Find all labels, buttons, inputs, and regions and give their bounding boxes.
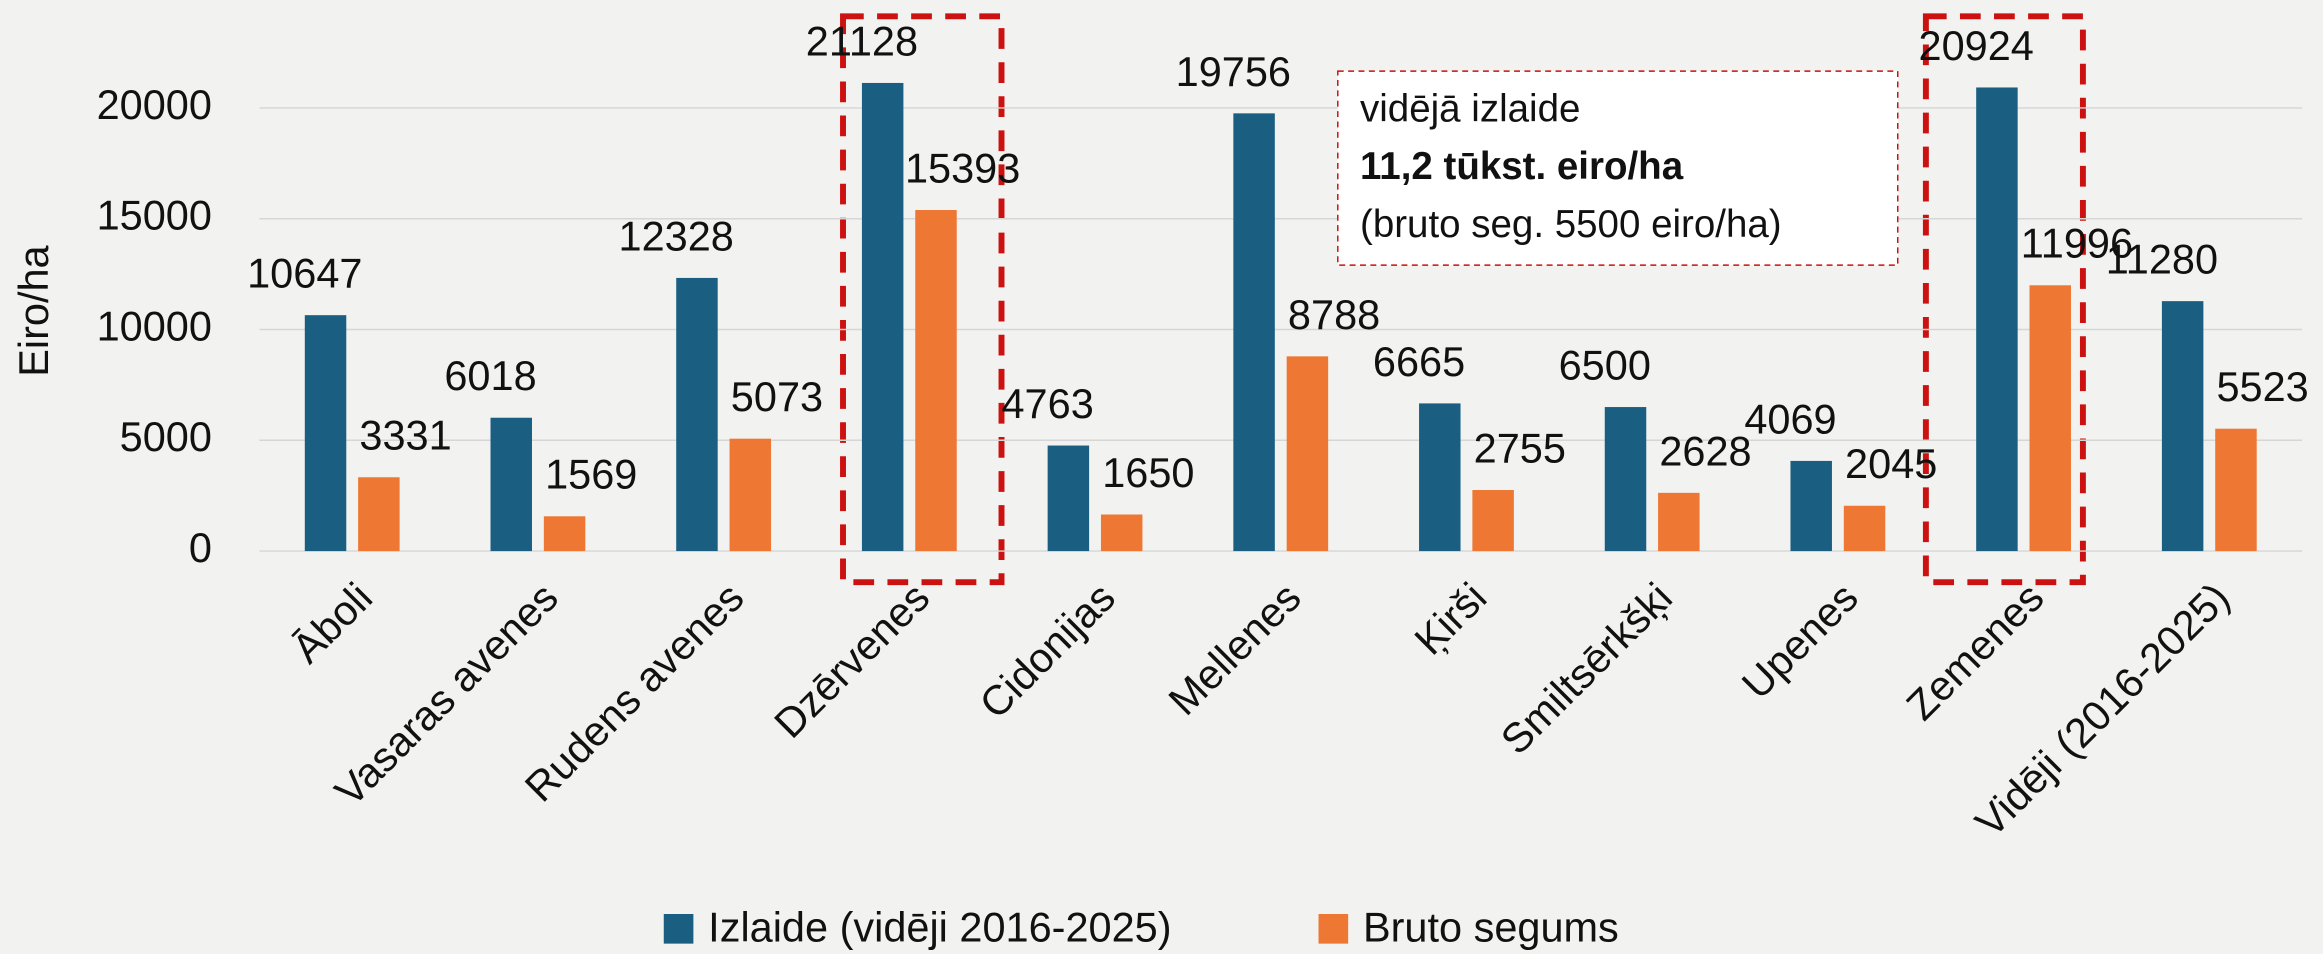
legend-label: Izlaide (vidēji 2016-2025) [708, 903, 1171, 950]
y-tick-label: 10000 [97, 302, 212, 349]
data-label: 20924 [1919, 22, 2034, 69]
data-label: 6500 [1559, 341, 1651, 388]
y-tick-label: 20000 [97, 81, 212, 128]
bar [1472, 490, 1514, 552]
data-label: 11996 [2021, 220, 2133, 267]
bar [2215, 428, 2257, 552]
highlight-box [1922, 13, 2086, 586]
bar [358, 477, 400, 552]
x-tick-label: Dzērvenes [765, 573, 938, 746]
annotation-box [1337, 70, 1899, 266]
bar [2161, 301, 2204, 552]
bar [1976, 87, 2018, 552]
annotation-text: vidējā izlaide [1360, 87, 1580, 130]
y-tick-label: 0 [189, 524, 212, 571]
x-tick-label: Ķirši [1405, 573, 1495, 663]
annotation-text: (bruto seg. 5500 eiro/ha) [1360, 203, 1782, 246]
y-tick-label: 5000 [120, 413, 212, 460]
bar [1604, 407, 1647, 552]
x-tick-label: Cidonijas [970, 573, 1124, 727]
x-tick-label: Zemenes [1897, 573, 2052, 728]
legend-swatch [663, 914, 694, 944]
data-label: 2755 [1474, 424, 1566, 471]
bar [676, 277, 718, 552]
data-label: 6665 [1373, 338, 1465, 385]
data-label: 11280 [2106, 236, 2218, 283]
bar [915, 210, 957, 552]
bar [1100, 514, 1143, 552]
annotation-text: 11,2 tūkst. eiro/ha [1360, 145, 1684, 188]
bar [490, 417, 532, 552]
legend-label: Bruto segums [1363, 903, 1619, 950]
data-label: 10647 [247, 250, 362, 297]
y-tick-label: 15000 [97, 192, 212, 239]
data-label: 15393 [905, 144, 1020, 191]
data-label: 21128 [806, 17, 918, 64]
bar [1790, 460, 1832, 552]
bar [729, 438, 772, 552]
y-axis-title: Eiro/ha [10, 244, 57, 376]
data-label: 2628 [1659, 427, 1751, 474]
bar [1233, 113, 1275, 552]
bar [1658, 492, 1700, 552]
data-label: 6018 [444, 352, 536, 399]
data-label: 5073 [731, 373, 823, 420]
data-label: 5523 [2216, 363, 2308, 410]
bar [2029, 285, 2071, 552]
data-label: 4069 [1744, 395, 1836, 442]
bar [1047, 445, 1090, 552]
data-label: 12328 [619, 212, 734, 259]
x-tick-label: Āboli [283, 573, 381, 671]
x-tick-label: Mellenes [1159, 573, 1310, 724]
bar [543, 516, 586, 552]
data-label: 2045 [1845, 440, 1937, 487]
data-label: 1650 [1102, 449, 1194, 496]
x-tick-label: Smiltsērkšķi [1491, 573, 1681, 763]
bar [1419, 403, 1461, 552]
bar [1843, 505, 1886, 552]
bar [1286, 356, 1329, 552]
x-tick-label: Upenes [1732, 573, 1866, 707]
data-label: 19756 [1176, 48, 1291, 95]
data-label: 4763 [1002, 380, 1094, 427]
highlight-box [840, 13, 1005, 586]
data-label: 8788 [1288, 291, 1380, 338]
data-label: 1569 [545, 451, 637, 498]
bar [304, 315, 347, 552]
legend-swatch [1318, 914, 1349, 944]
data-label: 3331 [359, 412, 451, 459]
annotation: vidējā izlaide 11,2 tūkst. eiro/ha (brut… [1337, 70, 1899, 266]
bar [861, 82, 904, 552]
